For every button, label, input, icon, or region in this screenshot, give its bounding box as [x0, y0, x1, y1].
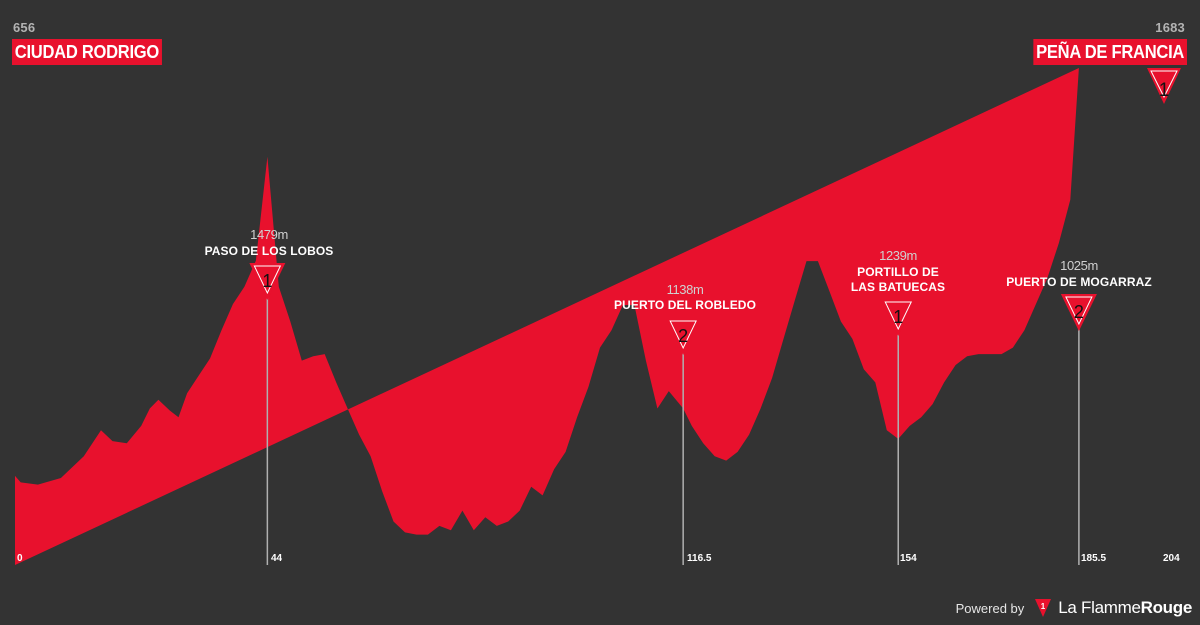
climb-name-line: PORTILLO DE [857, 265, 939, 279]
climb-name-line: PASO DE LOS LOBOS [204, 244, 334, 258]
climb-altitude: 1138m [666, 282, 704, 297]
km-tick-label: 0 [17, 553, 23, 564]
climb-name: PUERTO DE MOGARRAZ [1004, 275, 1154, 290]
climb-name-line: LAS BATUECAS [850, 280, 946, 294]
km-tick-label: 154 [900, 553, 917, 564]
climb-category-number: 2 [678, 326, 688, 346]
climb-category-number: 1 [893, 307, 903, 327]
km-tick-label: 204 [1163, 553, 1180, 564]
climb-category-marker [1060, 294, 1097, 331]
climb-altitude: 1239m [879, 248, 917, 263]
logo-digit: 1 [1041, 602, 1046, 611]
finish-category-number: 1 [1159, 80, 1170, 101]
climb-category-marker [880, 299, 917, 336]
climb-name-line: PUERTO DE MOGARRAZ [1006, 275, 1152, 289]
powered-by-text: Powered by [955, 600, 1025, 616]
powered-by-footer[interactable]: Powered by 1 La FlammeRouge [956, 596, 1192, 620]
km-tick-label: 116.5 [687, 553, 712, 564]
climb-category-marker-outline [884, 301, 913, 331]
start-elevation: 656 [13, 20, 36, 35]
elevation-area [15, 68, 1079, 565]
brand-name: La FlammeRouge [1058, 598, 1192, 618]
climb-category-marker-outline [253, 265, 282, 295]
finish-category-marker-outline [1150, 70, 1178, 99]
climb-category-number: 2 [1074, 302, 1084, 322]
climb-category-number: 1 [262, 271, 272, 291]
climb-category-marker [249, 263, 286, 300]
brand-name-part: Rouge [1140, 598, 1193, 617]
climb-name: PORTILLO DE LAS BATUECAS [823, 265, 973, 295]
climb-altitude: 1025m [1060, 258, 1098, 273]
climb-altitude: 1479m [250, 227, 288, 242]
climb-category-marker-outline [1065, 296, 1093, 326]
brand-name-part: La Flamme [1058, 598, 1141, 617]
start-town-label: CIUDAD RODRIGO [12, 39, 162, 65]
climb-category-marker [665, 318, 702, 355]
finish-town-label: PEÑA DE FRANCIA [1033, 39, 1187, 65]
climb-name: PASO DE LOS LOBOS [194, 244, 344, 259]
finish-category-marker [1147, 68, 1181, 104]
km-tick-label: 44 [271, 553, 283, 564]
climb-name-line: PUERTO DEL ROBLEDO [613, 298, 757, 312]
km-tick-label: 185.5 [1081, 553, 1107, 564]
finish-elevation: 1683 [1155, 20, 1185, 35]
climb-category-marker-outline [669, 320, 697, 350]
flag-icon: 1 [1035, 599, 1052, 617]
climb-name: PUERTO DEL ROBLEDO [610, 298, 760, 313]
